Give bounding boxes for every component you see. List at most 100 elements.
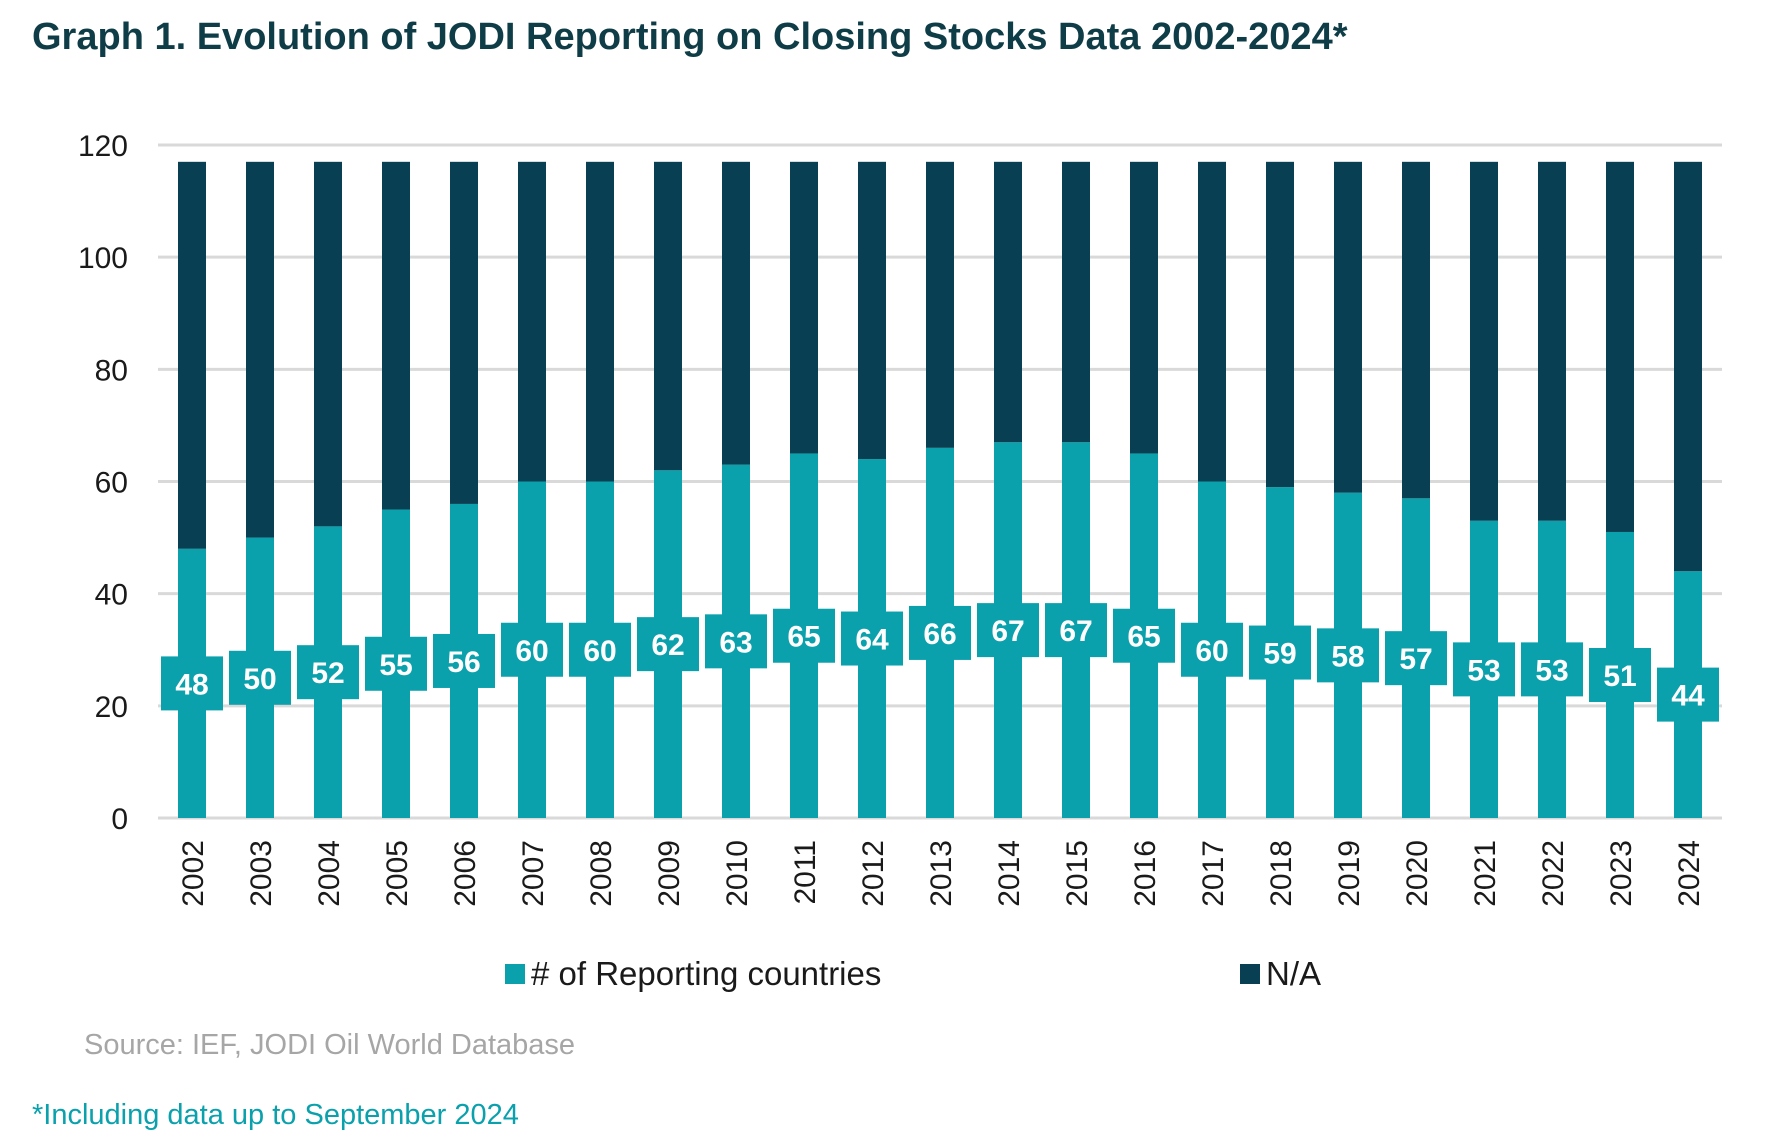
bar-na <box>178 161 206 549</box>
bars <box>178 161 1702 818</box>
data-label: 60 <box>1195 635 1228 668</box>
data-label: 51 <box>1603 660 1636 693</box>
x-tick-label: 2016 <box>1129 840 1162 907</box>
bar-na <box>1402 161 1430 499</box>
x-tick-label: 2015 <box>1061 840 1094 907</box>
bar-na <box>1470 161 1498 521</box>
data-label: 52 <box>311 657 344 690</box>
y-tick-label: 80 <box>95 354 128 387</box>
bar-na <box>994 161 1022 443</box>
x-tick-label: 2024 <box>1673 840 1706 907</box>
x-tick-label: 2004 <box>313 840 346 907</box>
data-label-box <box>161 656 223 711</box>
bar-na <box>1538 161 1566 521</box>
data-label-box <box>297 645 359 700</box>
data-label: 65 <box>1127 621 1160 654</box>
y-tick-label: 100 <box>78 242 128 275</box>
data-label-box <box>1317 628 1379 683</box>
data-label: 53 <box>1467 654 1500 687</box>
x-tick-label: 2017 <box>1197 840 1230 907</box>
bar-na <box>586 161 614 482</box>
legend-label-reporting: # of Reporting countries <box>531 955 882 992</box>
y-tick-label: 40 <box>95 579 128 612</box>
data-label: 65 <box>787 621 820 654</box>
data-label-box <box>1045 603 1107 658</box>
data-label: 58 <box>1331 640 1364 673</box>
data-label: 66 <box>923 618 956 651</box>
bar-na <box>790 161 818 454</box>
data-label-box <box>1657 667 1719 722</box>
data-label: 64 <box>855 624 889 657</box>
bar-na <box>450 161 478 504</box>
data-label: 56 <box>447 646 480 679</box>
x-axis-tick-labels: 2002 2003 2004 2005 2006 2007 2008 2009 2010 2011… <box>177 840 1706 907</box>
y-tick-label: 20 <box>95 691 128 724</box>
y-tick-label: 60 <box>95 467 128 500</box>
x-tick-label: 2003 <box>245 840 278 907</box>
data-label-box <box>705 614 767 669</box>
x-tick-label: 2013 <box>925 840 958 907</box>
x-tick-label: 2019 <box>1333 840 1366 907</box>
data-label-box <box>1249 625 1311 680</box>
data-label-box <box>433 633 495 688</box>
legend-swatch-na <box>1240 964 1260 984</box>
bar-na <box>246 161 274 538</box>
data-label-box <box>1589 647 1651 702</box>
x-tick-label: 2008 <box>585 840 618 907</box>
bar-na <box>1062 161 1090 443</box>
data-label-box <box>1521 642 1583 697</box>
data-label: 48 <box>175 668 208 701</box>
data-label: 67 <box>1059 615 1092 648</box>
bar-na <box>1266 161 1294 488</box>
data-label: 63 <box>719 626 752 659</box>
x-tick-label: 2014 <box>993 840 1026 907</box>
x-tick-label: 2023 <box>1605 840 1638 907</box>
x-tick-label: 2011 <box>789 840 822 905</box>
data-label-box <box>841 611 903 666</box>
data-label: 60 <box>583 635 616 668</box>
footnote: *Including data up to September 2024 <box>32 1099 519 1131</box>
y-tick-label: 0 <box>111 803 128 836</box>
data-labels: 48 50 52 55 56 60 60 62 63 65 64 66 67 67 65 60 59 58 57 53… <box>161 603 1719 722</box>
x-tick-label: 2002 <box>177 840 210 907</box>
bar-na <box>1334 161 1362 493</box>
data-label-box <box>1453 642 1515 697</box>
data-label: 44 <box>1671 680 1705 713</box>
data-label: 60 <box>515 635 548 668</box>
legend-label-na: N/A <box>1266 955 1322 992</box>
chart-title: Graph 1. Evolution of JODI Reporting on … <box>32 16 1348 58</box>
legend-item-na[interactable]: N/A <box>1240 955 1321 993</box>
bar-na <box>382 161 410 510</box>
data-label-box <box>637 617 699 672</box>
bar-na <box>1198 161 1226 482</box>
data-label-box <box>229 650 291 705</box>
legend: # of Reporting countries N/A <box>0 955 1772 1005</box>
data-label-box <box>569 622 631 677</box>
bar-na <box>722 161 750 465</box>
x-tick-label: 2022 <box>1537 840 1570 907</box>
data-label-box <box>977 603 1039 658</box>
legend-swatch-reporting <box>505 964 525 984</box>
data-label: 67 <box>991 615 1024 648</box>
bar-na <box>518 161 546 482</box>
data-label: 55 <box>379 649 412 682</box>
bar-na <box>1130 161 1158 454</box>
data-label-box <box>365 636 427 691</box>
y-tick-label: 120 <box>78 130 128 163</box>
bar-na <box>858 161 886 460</box>
data-label-box <box>1181 622 1243 677</box>
x-tick-label: 2021 <box>1469 840 1502 907</box>
x-tick-label: 2006 <box>449 840 482 907</box>
x-tick-label: 2020 <box>1401 840 1434 907</box>
data-label: 62 <box>651 629 684 662</box>
x-tick-label: 2005 <box>381 840 414 907</box>
bar-na <box>654 161 682 471</box>
x-tick-label: 2007 <box>517 840 550 907</box>
bar-na <box>926 161 954 448</box>
bar-na <box>1606 161 1634 532</box>
data-label-box <box>1113 608 1175 663</box>
bar-na <box>314 161 342 527</box>
data-label-box <box>773 608 835 663</box>
legend-item-reporting[interactable]: # of Reporting countries <box>505 955 881 993</box>
data-label-box <box>501 622 563 677</box>
